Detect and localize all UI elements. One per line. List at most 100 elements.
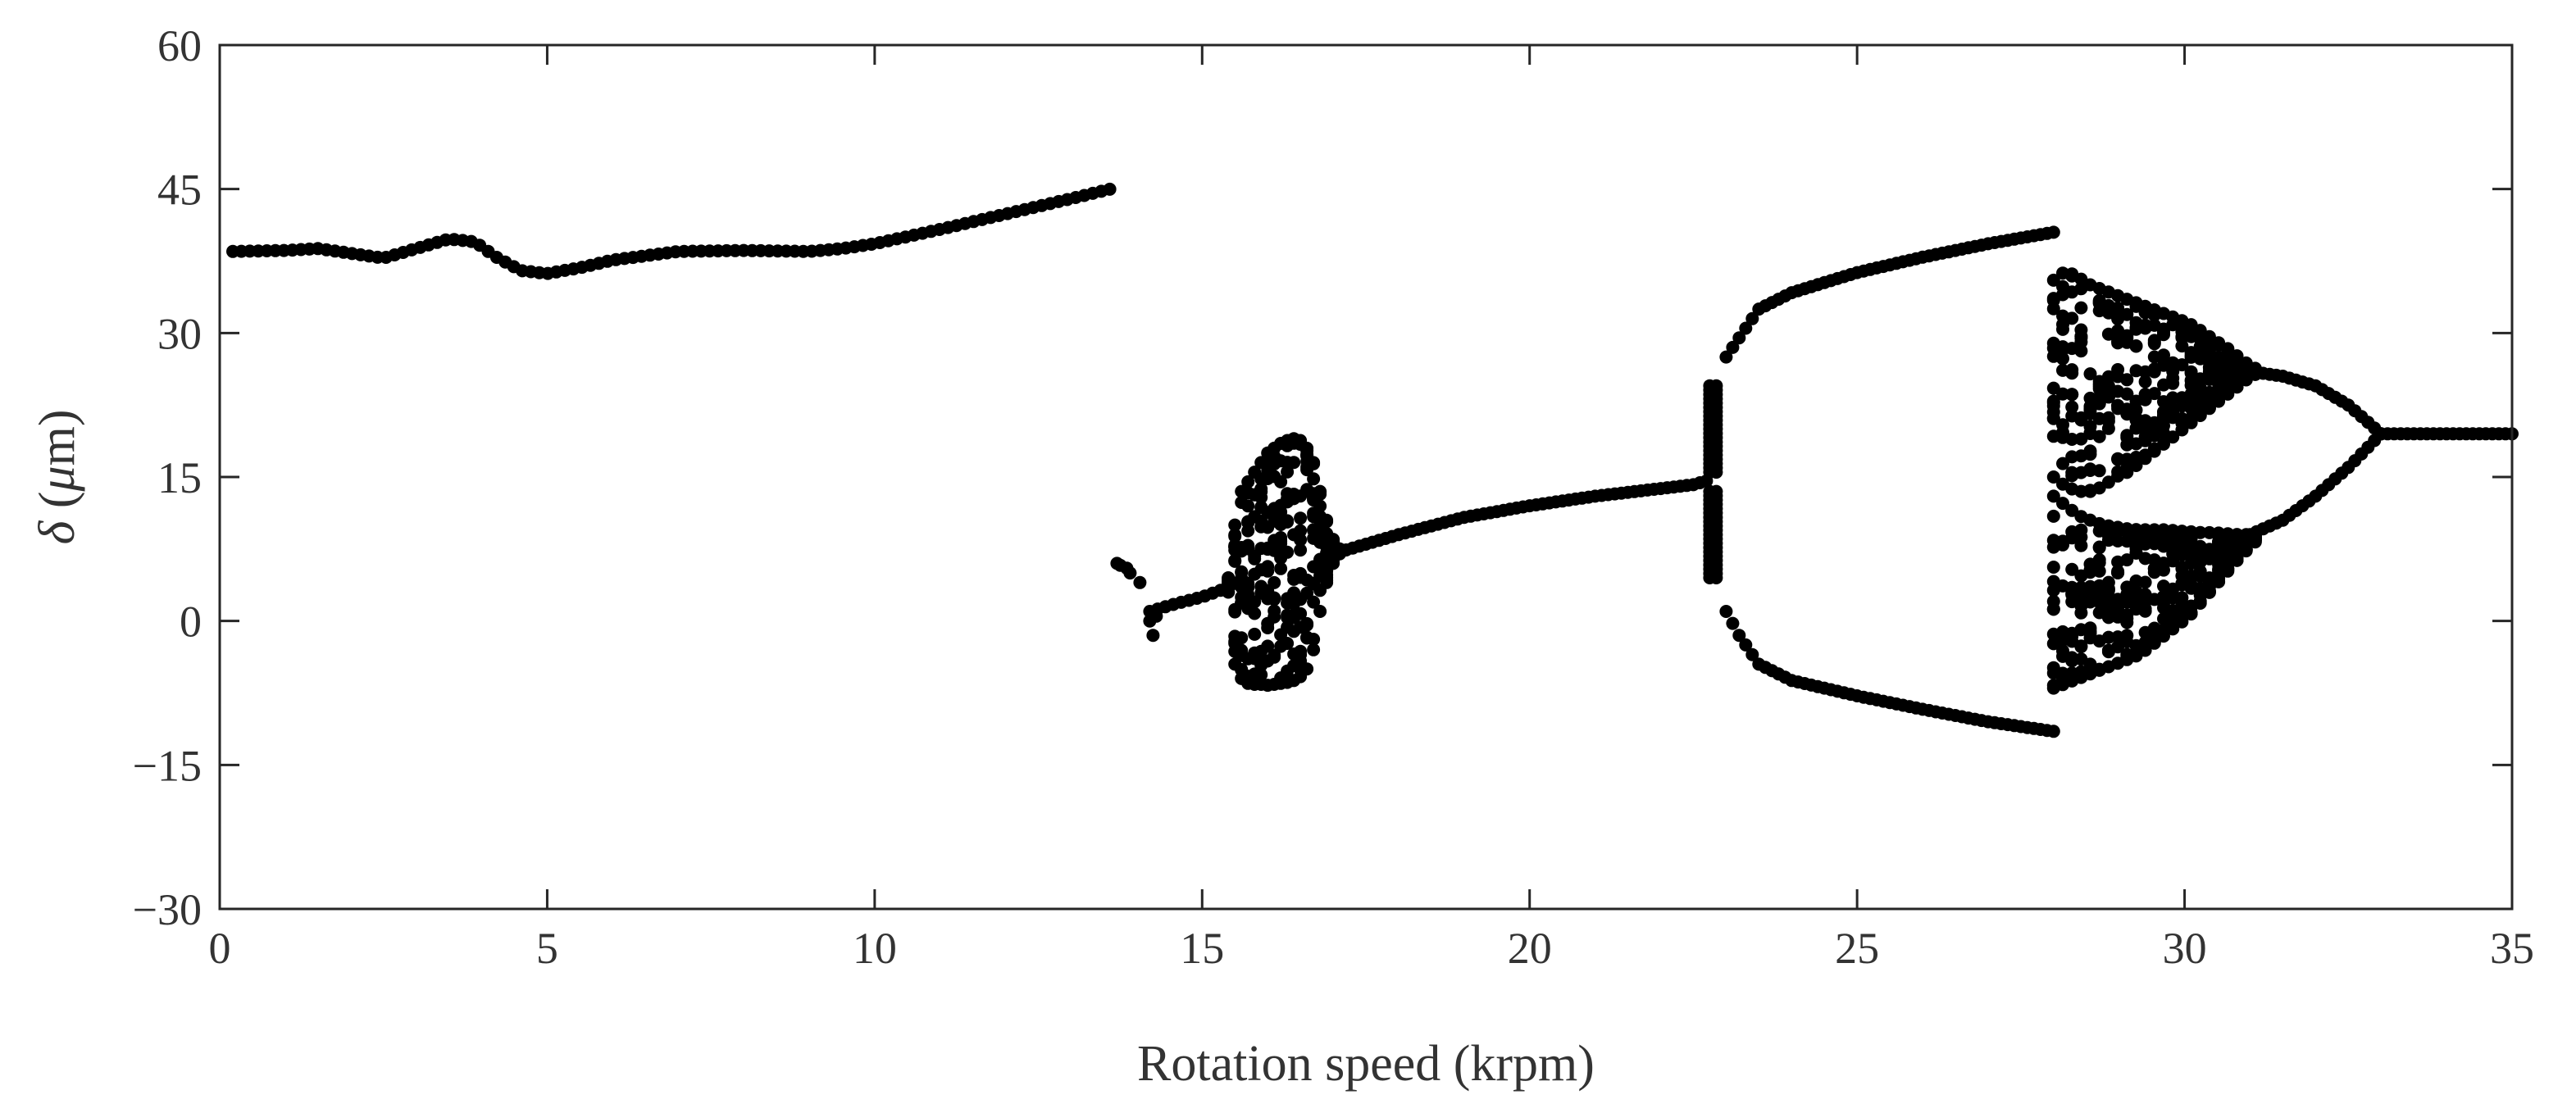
data-point — [2120, 611, 2134, 625]
data-point — [1287, 456, 1301, 470]
data-point — [1268, 591, 1281, 605]
data-point — [2046, 725, 2060, 738]
data-point — [2248, 532, 2262, 546]
data-point — [1268, 650, 1281, 664]
x-tick-label: 30 — [2163, 924, 2207, 973]
data-point — [1228, 529, 1242, 543]
data-point — [1307, 457, 1321, 470]
data-point — [2065, 466, 2079, 479]
data-point — [2157, 419, 2170, 433]
data-point — [2138, 375, 2152, 388]
data-point — [1300, 662, 1314, 676]
data-point — [2157, 325, 2170, 339]
data-point — [2147, 387, 2161, 401]
data-point — [1294, 524, 1308, 538]
data-point — [1745, 311, 1759, 325]
data-point — [1307, 643, 1321, 656]
data-point — [1274, 561, 1288, 575]
data-point — [1307, 595, 1321, 609]
data-point — [1254, 482, 1268, 496]
data-point — [2065, 311, 2079, 325]
data-point — [2120, 553, 2134, 567]
data-point — [2193, 525, 2207, 539]
y-axis-unit-open: ( — [30, 492, 85, 521]
data-point — [2092, 564, 2106, 578]
data-point — [2147, 337, 2161, 351]
y-axis-unit-mu: μ — [30, 466, 85, 492]
data-point — [2111, 363, 2125, 376]
data-point — [2202, 584, 2216, 597]
data-point — [2074, 606, 2088, 620]
data-point — [2111, 301, 2125, 315]
data-point — [1248, 627, 1262, 641]
data-point — [1307, 472, 1321, 486]
data-point — [2092, 429, 2106, 443]
data-point — [2046, 302, 2060, 316]
data-point — [1320, 574, 1334, 588]
y-axis-unit-rest: m) — [30, 410, 85, 466]
x-tick-label: 5 — [536, 924, 558, 973]
data-point — [2046, 394, 2060, 408]
data-point — [2056, 457, 2069, 470]
data-point — [1294, 533, 1308, 547]
data-point — [1294, 644, 1308, 658]
data-point — [1241, 499, 1255, 513]
data-points-layer — [226, 182, 2519, 738]
y-axis-symbol: δ — [30, 520, 85, 544]
data-point — [2166, 371, 2180, 385]
x-axis-label: Rotation speed (krpm) — [1137, 1036, 1595, 1092]
x-tick-labels: 0 5 10 15 20 25 30 35 — [209, 924, 2535, 973]
data-point — [2175, 358, 2189, 372]
data-point — [2157, 563, 2170, 577]
data-point — [2138, 602, 2152, 616]
data-point — [2092, 464, 2106, 478]
data-point — [1228, 554, 1242, 568]
data-point — [2092, 540, 2106, 554]
data-point — [1123, 566, 1137, 580]
data-point — [2157, 437, 2170, 451]
data-point — [1146, 629, 1160, 643]
data-point — [1726, 616, 1740, 630]
data-point — [2065, 562, 2079, 576]
y-tick-label: 45 — [157, 166, 202, 215]
data-point — [2111, 566, 2125, 579]
data-point — [2166, 591, 2180, 605]
data-point — [2065, 400, 2079, 414]
x-tick-label: 35 — [2490, 924, 2534, 973]
data-point — [1241, 475, 1255, 488]
data-point — [2065, 433, 2079, 446]
data-point — [1732, 629, 1746, 643]
data-point — [2111, 534, 2125, 547]
data-point — [2138, 537, 2152, 551]
data-point — [2056, 425, 2069, 439]
data-point — [2129, 339, 2143, 353]
data-point — [1300, 618, 1314, 632]
y-tick-label: −15 — [133, 741, 202, 790]
data-point — [2120, 307, 2134, 321]
data-point — [2175, 339, 2189, 353]
data-point — [1313, 485, 1327, 499]
data-point — [1719, 605, 1733, 618]
x-tick-label: 0 — [209, 924, 231, 973]
data-point — [1333, 543, 1346, 557]
data-point — [2138, 575, 2152, 589]
data-point — [1149, 609, 1163, 623]
data-point — [1281, 545, 1295, 559]
data-point — [2056, 644, 2069, 658]
data-point — [2202, 401, 2216, 415]
data-point — [1235, 631, 1249, 645]
data-point — [1281, 465, 1295, 479]
data-point — [2046, 470, 2060, 484]
data-point — [2046, 489, 2060, 503]
data-point — [1313, 499, 1327, 513]
data-point — [2083, 367, 2097, 381]
y-tick-label: 15 — [157, 453, 202, 502]
y-tick-label: 60 — [157, 21, 202, 70]
y-tick-label: 30 — [157, 309, 202, 358]
data-point — [1228, 518, 1242, 532]
data-point — [1274, 475, 1288, 488]
y-axis-label: δ (μm) — [30, 410, 85, 545]
data-point — [1235, 566, 1249, 579]
data-point — [2138, 318, 2152, 332]
